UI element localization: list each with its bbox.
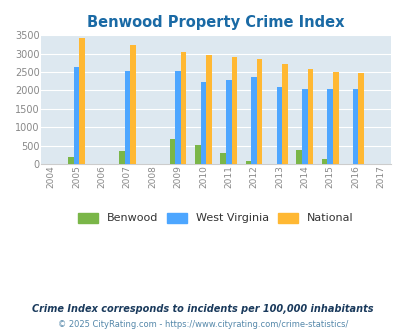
- Title: Benwood Property Crime Index: Benwood Property Crime Index: [87, 15, 344, 30]
- Bar: [206, 55, 211, 164]
- Bar: [124, 71, 130, 164]
- Bar: [130, 45, 135, 164]
- Bar: [79, 38, 85, 164]
- Bar: [281, 64, 287, 164]
- Bar: [226, 80, 231, 164]
- Bar: [169, 139, 175, 164]
- Bar: [180, 52, 186, 164]
- Bar: [307, 69, 312, 164]
- Bar: [200, 82, 206, 164]
- Bar: [74, 67, 79, 164]
- Text: Crime Index corresponds to incidents per 100,000 inhabitants: Crime Index corresponds to incidents per…: [32, 304, 373, 314]
- Bar: [231, 57, 237, 164]
- Bar: [296, 150, 301, 164]
- Bar: [251, 77, 256, 164]
- Bar: [301, 89, 307, 164]
- Bar: [194, 145, 200, 164]
- Bar: [358, 73, 363, 164]
- Bar: [175, 71, 180, 164]
- Bar: [119, 151, 124, 164]
- Bar: [321, 158, 326, 164]
- Bar: [256, 59, 262, 164]
- Text: © 2025 CityRating.com - https://www.cityrating.com/crime-statistics/: © 2025 CityRating.com - https://www.city…: [58, 320, 347, 329]
- Bar: [332, 73, 338, 164]
- Bar: [220, 153, 226, 164]
- Legend: Benwood, West Virginia, National: Benwood, West Virginia, National: [74, 208, 358, 228]
- Bar: [352, 89, 358, 164]
- Bar: [245, 161, 251, 164]
- Bar: [326, 89, 332, 164]
- Bar: [68, 157, 74, 164]
- Bar: [276, 87, 281, 164]
